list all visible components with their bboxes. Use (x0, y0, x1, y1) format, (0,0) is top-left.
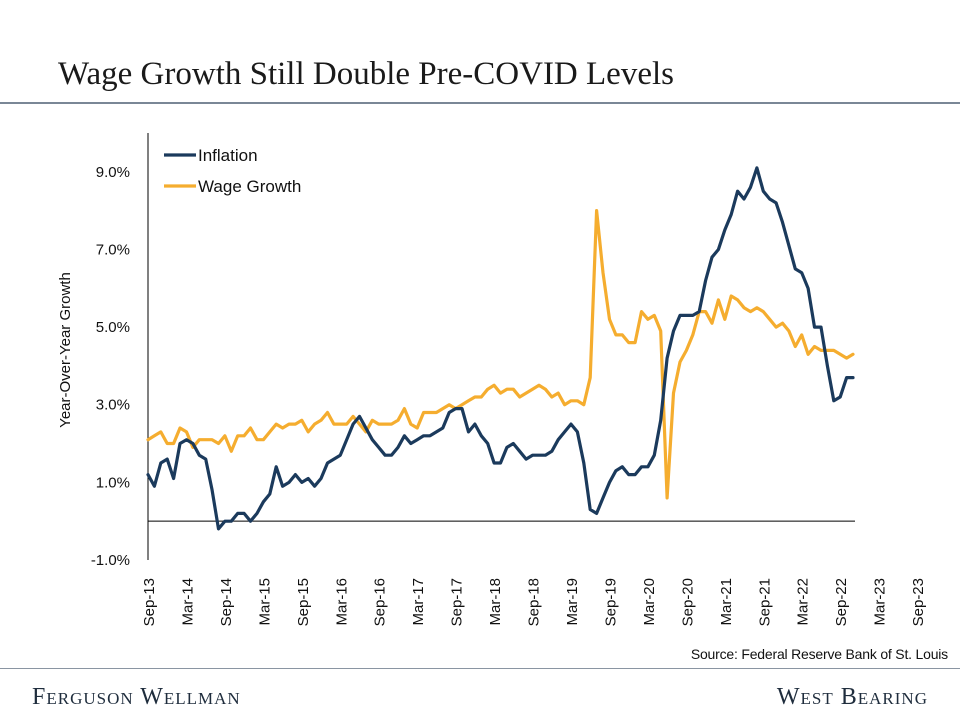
x-tick-label: Sep-21 (756, 578, 773, 626)
x-tick-label: Mar-23 (872, 578, 889, 626)
footer-divider (0, 668, 960, 669)
x-tick-label: Sep-17 (449, 578, 466, 626)
x-tick-label: Mar-21 (718, 578, 735, 626)
y-tick-label: 9.0% (96, 164, 130, 181)
legend-label-inflation: Inflation (198, 146, 258, 165)
y-tick-label: 1.0% (96, 474, 130, 491)
title-divider (0, 102, 960, 104)
x-tick-label: Sep-13 (141, 578, 158, 626)
x-tick-label: Mar-16 (333, 578, 350, 626)
x-tick-label: Mar-14 (179, 578, 196, 626)
line-chart: 9.0% 7.0% 5.0% 3.0% 1.0% -1.0% Year-Over-Year … (57, 133, 927, 626)
chart-legend: Inflation Wage Growth (164, 146, 301, 196)
x-tick-label: Mar-22 (795, 578, 812, 626)
x-tick-label: Sep-18 (526, 578, 543, 626)
x-tick-label: Sep-19 (602, 578, 619, 626)
x-tick-label: Mar-19 (564, 578, 581, 626)
x-tick-label: Sep-20 (679, 578, 696, 626)
page-title: Wage Growth Still Double Pre-COVID Level… (58, 56, 674, 92)
source-note: Source: Federal Reserve Bank of St. Loui… (690, 646, 948, 662)
chart-axes: 9.0% 7.0% 5.0% 3.0% 1.0% -1.0% Year-Over-Year … (57, 133, 927, 626)
x-tick-label: Mar-15 (256, 578, 273, 626)
chart-series (146, 166, 855, 531)
brand-logo-west-bearing: West Bearing (776, 684, 928, 710)
y-axis-label: Year-Over-Year Growth (57, 272, 74, 428)
x-tick-label: Mar-18 (487, 578, 504, 626)
y-tick-label: -1.0% (91, 552, 130, 569)
x-tick-label: Sep-23 (910, 578, 927, 626)
x-tick-label: Sep-14 (218, 578, 235, 626)
series-line-wage-growth (146, 209, 855, 500)
x-tick-label: Sep-15 (295, 578, 312, 626)
brand-logo-ferguson-wellman: Ferguson Wellman (32, 684, 241, 710)
series-line-inflation (146, 166, 855, 531)
y-tick-label: 5.0% (96, 319, 130, 336)
x-tick-label: Sep-22 (833, 578, 850, 626)
y-tick-label: 7.0% (96, 241, 130, 258)
x-tick-label: Sep-16 (372, 578, 389, 626)
legend-label-wage-growth: Wage Growth (198, 177, 301, 196)
x-tick-label: Mar-20 (641, 578, 658, 626)
y-tick-label: 3.0% (96, 397, 130, 414)
x-tick-label: Mar-17 (410, 578, 427, 626)
